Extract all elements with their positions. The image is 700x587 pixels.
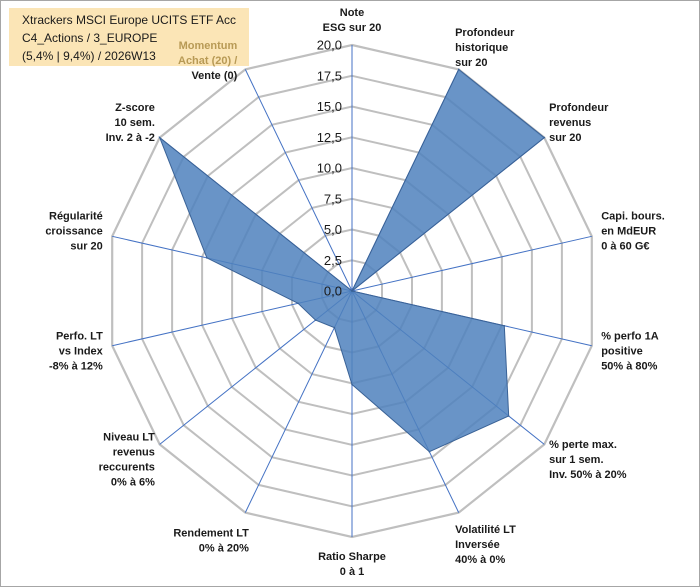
axis-label-8: Rendement LT 0% à 20%	[173, 527, 249, 554]
tick-label: 2,5	[324, 253, 342, 268]
axis-label-10: Perfo. LT vs Index -8% à 12%	[49, 331, 104, 373]
data-point-6	[428, 450, 431, 453]
chart-title-line2: C4_Actions / 3_EUROPE	[22, 31, 158, 45]
chart-title-line1: Xtrackers MSCI Europe UCITS ETF Acc	[22, 13, 237, 27]
tick-label: 5,0	[324, 222, 342, 237]
axis-label-6: Volatilité LT Inversée 40% à 0%	[455, 524, 516, 566]
data-point-12	[158, 136, 161, 139]
data-point-13	[351, 290, 353, 292]
tick-label: 15,0	[317, 99, 342, 114]
axis-label-2: Profondeur revenus sur 20	[549, 102, 609, 144]
axis-label-13: Momentum Achat (20) / Vente (0)	[178, 40, 238, 82]
tick-label: 12,5	[317, 130, 342, 145]
radar-tick-labels: 0,0 2,5 5,0 7,5 10,0 12,5 15,0 17,5 20,0	[317, 38, 342, 299]
data-point-1	[457, 68, 460, 71]
chart-title-box: Xtrackers MSCI Europe UCITS ETF Acc C4_A…	[9, 8, 249, 66]
tick-label: 10,0	[317, 161, 342, 176]
tick-label: 0,0	[324, 284, 342, 299]
axis-label-11: Régularité croissance sur 20	[45, 210, 102, 252]
radar-axis-labels: Note ESG sur 20 Profondeur historique sur 20…	[45, 7, 664, 578]
axis-label-9: Niveau LT revenus reccurents 0% à 6%	[99, 431, 156, 488]
data-point-8	[333, 326, 336, 329]
axis-label-1: Profondeur historique sur 20	[455, 27, 515, 69]
axis-label-4: % perfo 1A positive 50% à 80%	[601, 331, 659, 373]
axis-label-12: Z-score 10 sem. Inv. 2 à -2	[106, 102, 155, 144]
axis-label-5: % perte max. sur 1 sem. Inv. 50% à 20%	[549, 439, 627, 481]
series-area	[158, 68, 546, 453]
data-point-10	[297, 302, 299, 305]
axis-label-3: Capi. bours. en MdEUR 0 à 60 G€	[601, 210, 665, 252]
tick-label: 20,0	[317, 38, 342, 53]
spoke-3	[351, 235, 592, 292]
chart-title-line3: (5,4% | 9,4%) / 2026W13	[22, 49, 156, 63]
radar-series	[158, 68, 546, 453]
data-point-7	[351, 383, 353, 386]
data-point-5	[507, 415, 510, 417]
data-point-11	[206, 257, 208, 259]
tick-label: 17,5	[317, 68, 342, 83]
data-point-9	[314, 319, 317, 321]
spoke-13	[244, 69, 353, 292]
axis-label-7: Ratio Sharpe 0 à 1	[318, 551, 386, 578]
data-point-4	[503, 325, 506, 327]
data-point-2	[543, 136, 546, 139]
axis-label-0: Note ESG sur 20	[323, 7, 382, 34]
tick-label: 7,5	[324, 191, 342, 206]
